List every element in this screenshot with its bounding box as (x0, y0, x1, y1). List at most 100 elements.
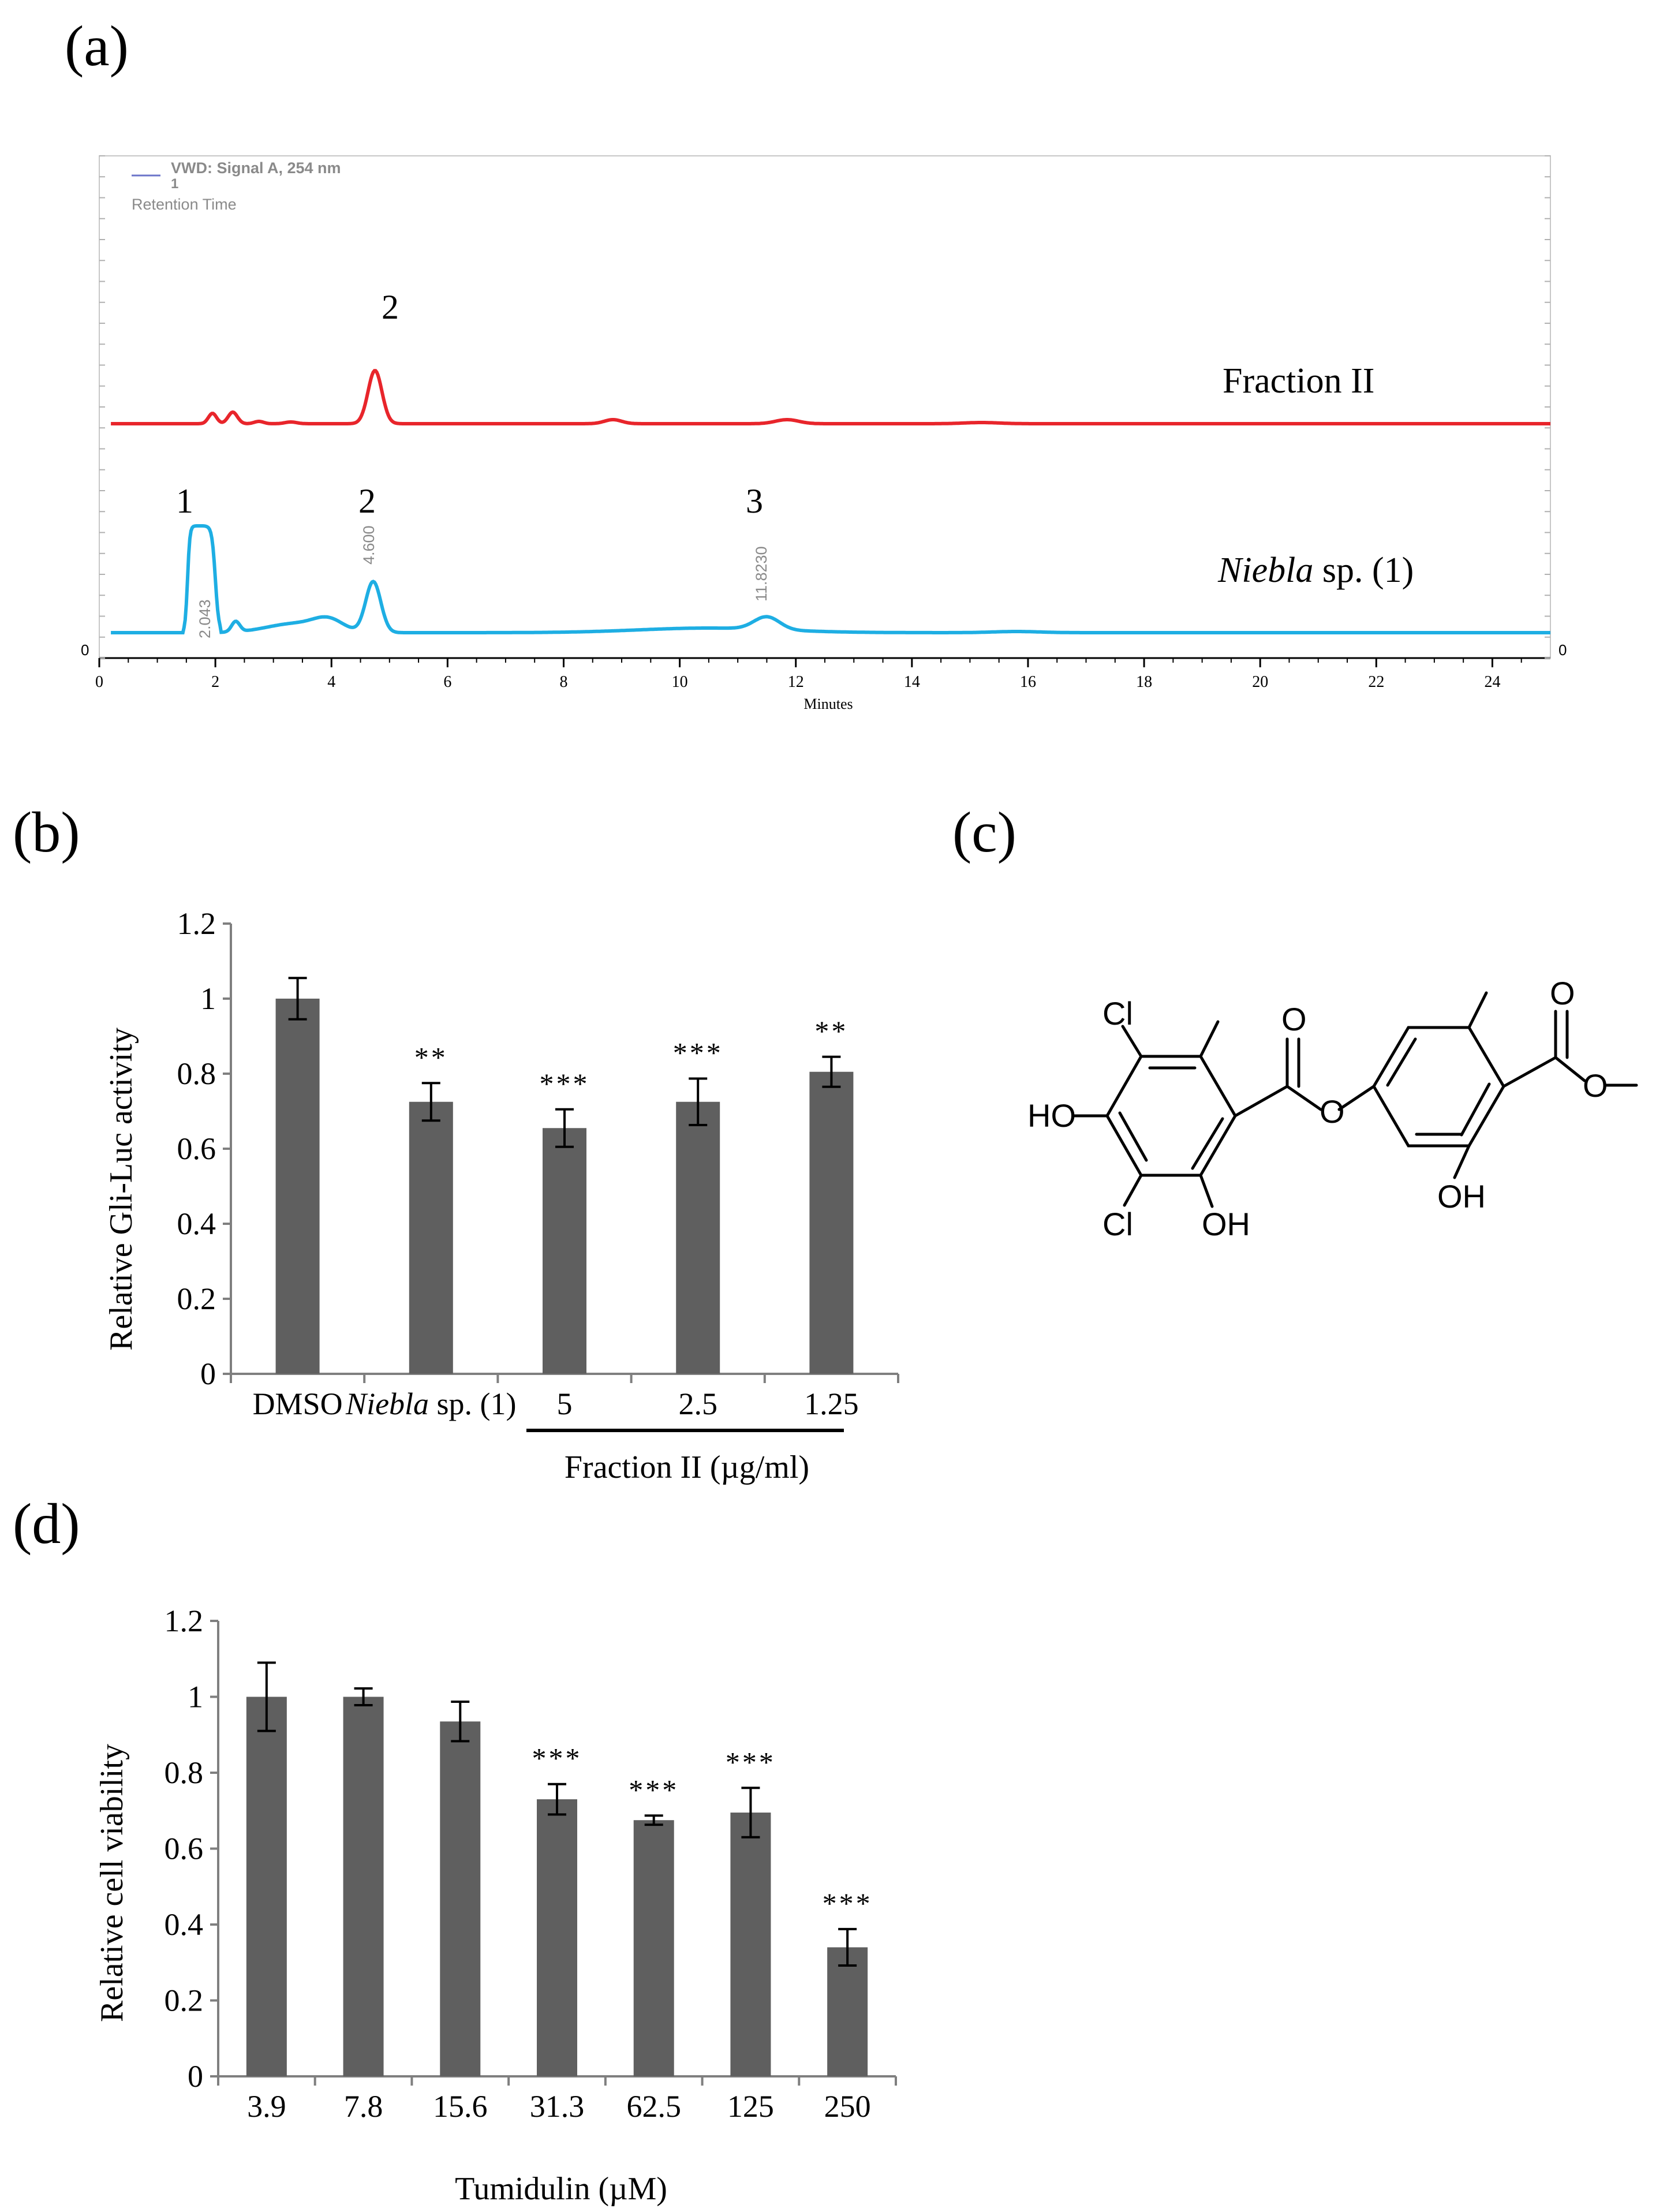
chart-d-bar (633, 1820, 674, 2076)
peak-marker-niebla-1: 1 (176, 482, 193, 520)
y-zero-right: 0 (1558, 641, 1567, 659)
peak-marker-fraction-2: 2 (382, 288, 399, 326)
chart-b-group-unit: (µg/ml) (710, 1449, 809, 1485)
atom-o-methoxy: O (1583, 1067, 1608, 1104)
chart-d-bar (827, 1947, 868, 2076)
bond-oh-right (1453, 1144, 1471, 1179)
atom-oh-mid: OH (1202, 1206, 1250, 1242)
atom-ho-left: HO (1027, 1097, 1076, 1134)
bond-ring-carbonyl (1234, 1085, 1289, 1118)
chromatogram-x-tick-label: 6 (443, 673, 451, 691)
chart-b-y-tick-label: 0.4 (177, 1206, 216, 1241)
atom-o-carbonyl-2: O (1550, 975, 1575, 1011)
bond-cl-bottom (1123, 1174, 1143, 1207)
chart-b-bar (275, 999, 320, 1374)
trace-name-fraction-ii: Fraction II (1223, 361, 1374, 401)
chemical-structure: Cl HO Cl OH O O O O OH (1027, 975, 1638, 1242)
chart-b-y-tick-label: 0.6 (177, 1131, 216, 1166)
trace-name-niebla: Niebla sp. (1) (1217, 551, 1414, 590)
chart-d-category-label: 3.9 (247, 2089, 286, 2124)
atom-o-carbonyl-1: O (1281, 1001, 1307, 1037)
chart-b-bar (543, 1128, 586, 1374)
bond-methyl-left (1199, 1020, 1220, 1058)
chart-d-category-label: 125 (727, 2089, 774, 2124)
chart-b-significance-label: ** (814, 1015, 848, 1047)
bar-chart-b: 0 0.2 0.4 0.6 0.8 1 1.2 DMSO Niebla sp. (1) 5 2.5 1… (103, 906, 899, 1485)
atom-o-ester: O (1320, 1093, 1345, 1130)
chart-b-category-label-rest: sp. (1) (429, 1387, 516, 1421)
chart-b-y-label: Relative Gli-Luc activity (103, 1027, 139, 1351)
legend-sub: 1 (171, 176, 178, 192)
chart-d-bars: *** *** *** *** (246, 1661, 873, 2076)
structure-bonds (1072, 991, 1638, 1208)
chart-b-axes: 0 0.2 0.4 0.6 0.8 1 1.2 DMSO Niebla sp. (1) 5 2.5 1… (177, 906, 899, 1421)
chart-d-y-tick-label: 0.4 (165, 1907, 204, 1942)
peak-marker-niebla-3: 3 (746, 482, 763, 520)
chart-d-y-tick-label: 1 (188, 1680, 203, 1714)
trace-fraction-ii (111, 369, 1550, 425)
bond-ester-o-ring (1337, 1085, 1376, 1111)
panel-label-c: (c) (952, 800, 1016, 864)
chromatogram-x-tick-label: 4 (327, 673, 335, 691)
retention-label-3: 11.8230 (753, 546, 770, 601)
chromatogram-x-tick-label: 24 (1484, 673, 1500, 691)
chart-d-y-tick-label: 0 (188, 2059, 203, 2094)
chart-d-y-tick-label: 0.2 (165, 1983, 204, 2018)
trace-name-niebla-italic: Niebla (1217, 551, 1313, 590)
panel-label-b: (b) (13, 800, 80, 864)
chromatogram-x-tick-label: 12 (788, 673, 804, 691)
y-zero-left: 0 (81, 641, 89, 659)
bond-ring-carbonyl-2 (1502, 1056, 1557, 1088)
chart-b-y-tick-label: 0 (200, 1357, 216, 1391)
chart-d-significance-label: *** (532, 1742, 582, 1774)
chart-b-group-space (702, 1449, 710, 1485)
chart-b-category-label: 1.25 (804, 1387, 859, 1421)
chart-b-y-tick-label: 1 (200, 981, 216, 1016)
chart-d-category-label: 62.5 (626, 2089, 681, 2124)
chart-d-axes: 0 0.2 0.4 0.6 0.8 1 1.2 3.9 7.8 15.6 31.3 62.5 125 25… (165, 1604, 897, 2124)
chart-d-category-label: 15.6 (433, 2089, 488, 2124)
chart-b-category-label: Niebla sp. (1) (345, 1387, 516, 1421)
chromatogram-x-tick-label: 8 (559, 673, 567, 691)
trace-niebla (111, 524, 1550, 634)
chromatogram-x-label: Minutes (803, 696, 853, 712)
retention-label-2: 4.600 (360, 525, 377, 565)
chart-d-category-label: 7.8 (344, 2089, 383, 2124)
chromatogram-x-tick-label: 22 (1368, 673, 1384, 691)
bond-oh-mid (1199, 1174, 1214, 1208)
chart-d-x-label: Tumidulin (µM) (455, 2171, 667, 2207)
chart-d-significance-label: *** (823, 1887, 873, 1919)
chromatogram-x-tick-label: 16 (1020, 673, 1036, 691)
chart-d-significance-label: *** (726, 1746, 776, 1778)
chart-b-bar (809, 1071, 854, 1374)
chart-b-category-label: DMSO (253, 1387, 343, 1421)
chart-d-bar (246, 1697, 287, 2076)
right-ring (1372, 1026, 1505, 1148)
atom-oh-right: OH (1437, 1178, 1486, 1215)
legend-caption: Retention Time (132, 196, 237, 213)
chart-d-y-label: Relative cell viability (94, 1744, 130, 2022)
chart-b-bars: ********** (275, 977, 854, 1374)
chart-d-bar (343, 1697, 384, 2076)
chromatogram-x-tick-label: 18 (1136, 673, 1152, 691)
chart-b-significance-label: *** (673, 1036, 723, 1068)
bar-chart-d: 0 0.2 0.4 0.6 0.8 1 1.2 3.9 7.8 15.6 31.3 62.5 125 25… (94, 1604, 897, 2207)
chromatogram-x-tick-label: 10 (672, 673, 688, 691)
chart-d-bar (440, 1721, 481, 2076)
chart-b-significance-label: ** (414, 1041, 448, 1073)
chart-b-category-label: 5 (557, 1387, 573, 1421)
chromatogram-x-tick-label: 0 (95, 673, 103, 691)
right-ring-double-2 (1460, 1082, 1491, 1137)
chart-b-bar (676, 1101, 720, 1374)
chart-d-y-tick-label: 1.2 (165, 1604, 204, 1638)
chart-b-group-name: Fraction II (565, 1449, 702, 1485)
left-ring (1105, 1055, 1237, 1177)
chart-d-y-tick-label: 0.6 (165, 1832, 204, 1866)
chart-d-y-tick-label: 0.8 (165, 1755, 204, 1790)
bond-carbonyl-ester-o (1285, 1085, 1322, 1111)
bond-methyl-right (1467, 991, 1488, 1029)
panel-label-d: (d) (13, 1492, 80, 1556)
panel-label-a: (a) (65, 14, 129, 78)
chart-d-bar (537, 1799, 577, 2076)
chart-b-y-tick-label: 0.2 (177, 1281, 216, 1316)
